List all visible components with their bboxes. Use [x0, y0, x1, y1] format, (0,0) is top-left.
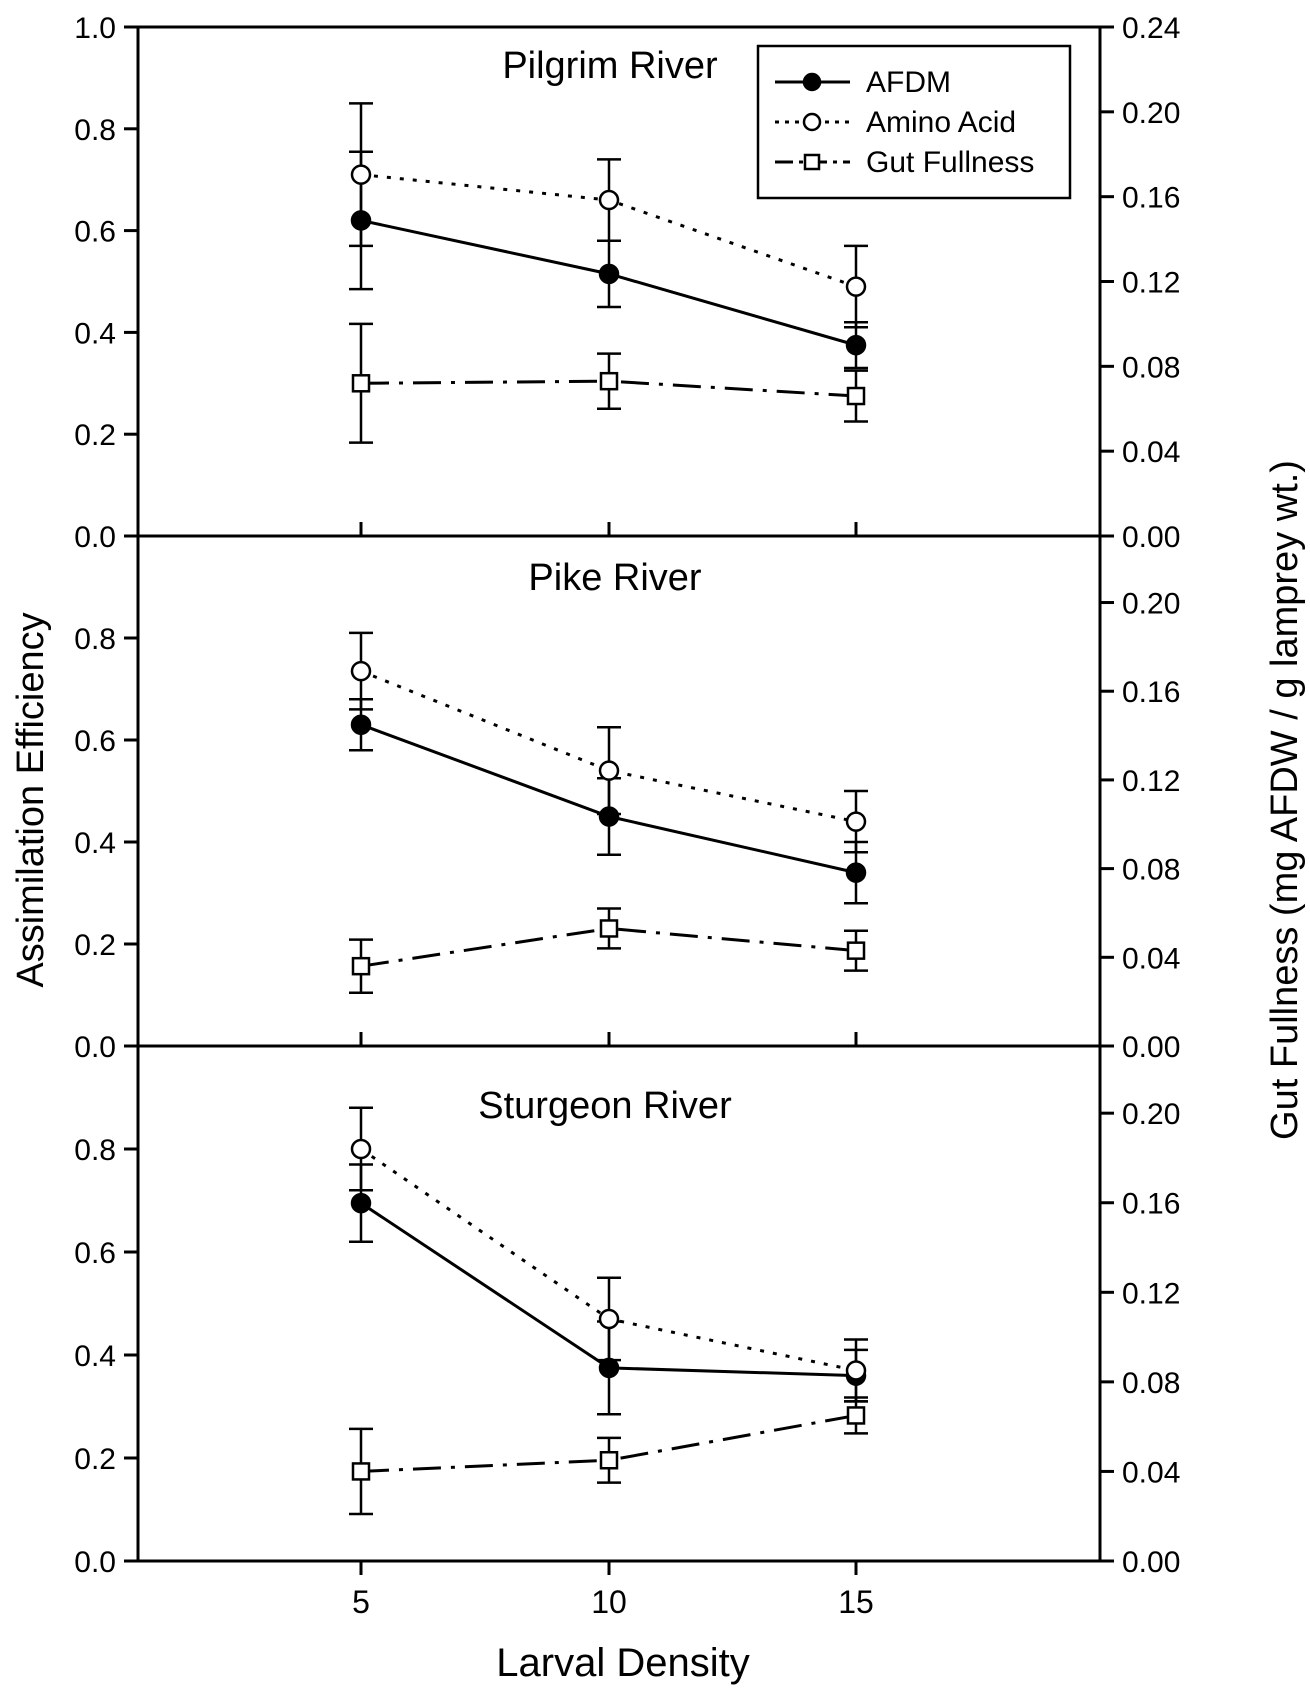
data-point	[846, 941, 866, 960]
data-point	[350, 660, 372, 682]
data-point	[351, 1462, 371, 1481]
panel-title: Pike River	[528, 557, 701, 599]
y-tick-label-right: 0.16	[1122, 676, 1180, 709]
data-point	[845, 1360, 867, 1381]
y-tick-label-right: 0.00	[1122, 1546, 1180, 1579]
plot-frame: 5 10 15	[136, 25, 1102, 1620]
data-point	[350, 1138, 372, 1160]
y-tick-label-left: 0.2	[74, 929, 116, 962]
data-point	[598, 189, 620, 211]
data-point	[846, 386, 866, 406]
series-line	[360, 926, 857, 968]
panel-title: Sturgeon River	[478, 1085, 732, 1127]
y-tick-label-right: 0.12	[1122, 1277, 1180, 1310]
y-tick-label-left: 0.8	[74, 623, 116, 656]
x-tick-label: 10	[591, 1584, 627, 1620]
y-tick-label-right: 0.12	[1122, 765, 1180, 798]
data-point	[599, 919, 619, 938]
data-point	[598, 760, 620, 781]
data-point	[350, 164, 372, 185]
y-tick-label-left: 1.0	[74, 12, 116, 45]
series-gut-fullness	[349, 1396, 868, 1516]
y-tick-label-left: 0.4	[74, 1340, 116, 1373]
y-tick-label-right: 0.04	[1122, 942, 1180, 975]
y-tick-label-left: 0.4	[74, 827, 116, 860]
y-tick-label-right: 0.08	[1122, 351, 1180, 384]
y-tick-label-left: 0.8	[74, 1134, 116, 1167]
series-gut-fullness	[349, 322, 868, 444]
legend-marker	[802, 72, 822, 92]
data-point	[599, 371, 619, 391]
legend-label: Gut Fullness	[866, 146, 1034, 179]
x-axis-label: Larval Density	[496, 1641, 749, 1685]
y-tick-label-left: 0.0	[74, 521, 116, 554]
data-point	[598, 1308, 620, 1330]
data-point	[845, 811, 867, 832]
panels: 0.00.20.40.60.81.00.000.040.080.120.160.…	[74, 12, 1180, 1579]
y-tick-label-right: 0.16	[1122, 182, 1180, 215]
series-amino-acid	[349, 102, 868, 329]
y-tick-label-right: 0.20	[1122, 97, 1180, 130]
legend-label: AFDM	[866, 66, 951, 99]
y-tick-label-right: 0.00	[1122, 521, 1180, 554]
series-amino-acid	[349, 631, 868, 854]
panel-0: 0.0 0.2 0.4 0.6 0.8 1.0 0.00 0.04 0.08 0.12 0.16 0.…	[74, 12, 1180, 554]
legend-marker	[803, 153, 821, 171]
y-tick-label-right: 0.12	[1122, 267, 1180, 300]
legend-label: Amino Acid	[866, 106, 1016, 139]
plot-border	[136, 25, 1102, 1563]
legend-marker	[802, 112, 822, 132]
data-point	[846, 1406, 866, 1425]
data-point	[598, 1357, 620, 1379]
y-tick-label-right: 0.20	[1122, 588, 1180, 621]
y-tick-label-right: 0.04	[1122, 436, 1180, 469]
y-tick-label-left: 0.6	[74, 216, 116, 249]
y-tick-label-left: 0.6	[74, 725, 116, 758]
y-tick-label-left: 0.0	[74, 1546, 116, 1579]
data-point	[351, 956, 371, 976]
data-point	[598, 263, 620, 285]
y-axis-label-left: Assimilation Efficiency	[10, 612, 52, 987]
y-tick-label-left: 0.6	[74, 1237, 116, 1270]
x-tick-label: 15	[838, 1584, 874, 1620]
data-point	[599, 1450, 619, 1470]
panel-2: 0.0 0.2 0.4 0.6 0.8 0.00 0.04 0.08 0.12 0.16 0.20 S…	[74, 1044, 1180, 1579]
panel-1: 0.0 0.2 0.4 0.6 0.8 0.00 0.04 0.08 0.12 0.16 0.20 P…	[74, 534, 1180, 1064]
y-tick-label-right: 0.20	[1122, 1098, 1180, 1131]
series-gut-fullness	[349, 907, 868, 995]
y-tick-label-right: 0.24	[1122, 12, 1180, 45]
y-tick-label-left: 0.8	[74, 114, 116, 147]
y-tick-label-right: 0.08	[1122, 854, 1180, 887]
data-point	[351, 374, 371, 393]
data-point	[845, 334, 867, 356]
y-tick-label-right: 0.00	[1122, 1031, 1180, 1064]
series-amino-acid	[349, 1106, 868, 1403]
y-tick-label-right: 0.08	[1122, 1367, 1180, 1400]
series-afdm	[349, 697, 868, 905]
y-tick-label-right: 0.04	[1122, 1456, 1180, 1489]
y-axis-label-right: Gut Fullness (mg AFDW / g lamprey wt.)	[1264, 460, 1306, 1140]
y-tick-label-left: 0.2	[74, 419, 116, 452]
y-tick-label-left: 0.4	[74, 317, 116, 350]
y-tick-label-left: 0.2	[74, 1443, 116, 1476]
x-tick-label: 5	[352, 1584, 370, 1620]
panel-title: Pilgrim River	[502, 45, 718, 87]
data-point	[845, 862, 867, 883]
legend: AFDM Amino Acid Gut Fullness	[756, 44, 1072, 200]
y-tick-label-right: 0.16	[1122, 1188, 1180, 1221]
y-tick-label-left: 0.0	[74, 1031, 116, 1064]
data-point	[845, 276, 867, 297]
data-point	[350, 714, 372, 735]
data-point	[350, 1192, 372, 1214]
